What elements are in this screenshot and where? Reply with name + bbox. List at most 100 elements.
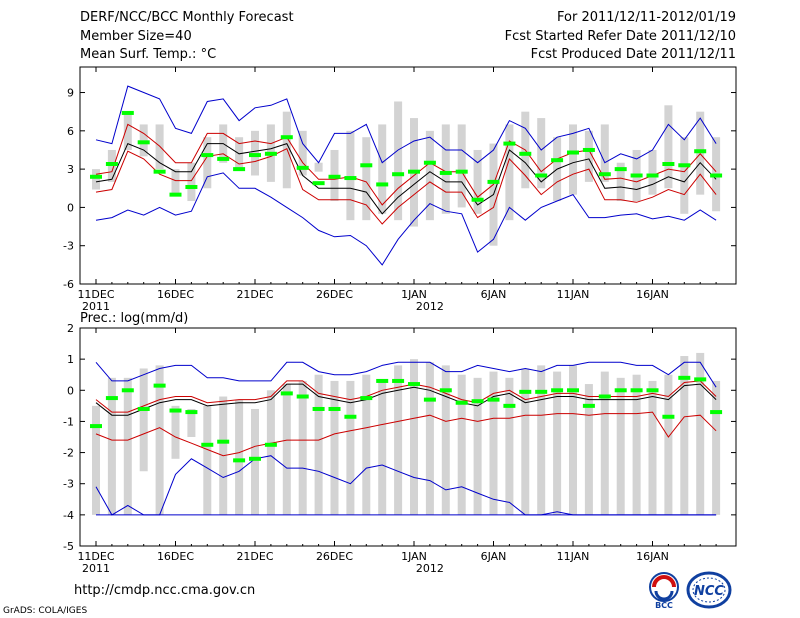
mean-marker <box>105 162 118 167</box>
precipitation-panel-title: Prec.: log(mm/d) <box>80 311 188 326</box>
mean-marker <box>662 162 675 167</box>
bcc-logo-text: BCC <box>655 601 673 610</box>
mean-marker <box>376 182 389 187</box>
mean-marker <box>487 397 500 402</box>
spread-box <box>696 352 705 515</box>
x-tick-label: 11DEC <box>77 550 114 563</box>
spread-box <box>123 111 132 150</box>
plot-frame <box>79 327 737 547</box>
ncc-logo: NCC <box>686 571 732 609</box>
spread-box <box>553 371 562 515</box>
mean-marker <box>153 383 166 388</box>
mean-marker <box>439 170 452 175</box>
mean-marker <box>392 378 405 383</box>
spread-box <box>235 399 244 515</box>
mean-marker <box>392 172 405 177</box>
x-tick-label: 26DEC <box>316 288 353 301</box>
mean-marker <box>551 388 564 393</box>
chart-title: DERF/NCC/BCC Monthly Forecast <box>80 10 294 25</box>
x-year-label: 2011 <box>82 300 110 313</box>
mean-marker <box>678 163 691 168</box>
spread-box <box>330 380 339 515</box>
min-line <box>95 172 717 266</box>
mean-marker <box>121 110 134 115</box>
max-line <box>95 361 717 388</box>
y-tick-label: -4 <box>63 509 74 522</box>
mean-marker <box>296 394 309 399</box>
bcc-logo: BCC <box>649 572 679 610</box>
spread-box <box>139 368 148 472</box>
x-year-label: 2012 <box>416 300 444 313</box>
mean-marker <box>408 169 420 174</box>
spread-box <box>521 368 530 515</box>
mean-marker <box>503 141 516 146</box>
spread-box <box>314 162 323 172</box>
spread-box <box>569 124 577 195</box>
spread-box <box>92 169 100 190</box>
x-tick-label: 11JAN <box>557 288 590 301</box>
forecast-period: For 2011/12/11-2012/01/19 <box>557 10 736 25</box>
x-tick-label: 16DEC <box>157 288 194 301</box>
median-line <box>95 383 717 416</box>
upper-quantile-line <box>95 380 717 413</box>
x-tick-label: 21DEC <box>236 288 273 301</box>
median-line <box>95 142 717 215</box>
spread-box <box>378 380 387 515</box>
mean-marker <box>598 172 611 177</box>
y-tick-label: -6 <box>63 278 74 291</box>
mean-marker <box>296 165 309 170</box>
mean-marker <box>249 456 261 461</box>
mean-marker <box>169 408 182 413</box>
mean-marker <box>344 176 357 181</box>
spread-box <box>314 374 323 515</box>
website-url[interactable]: http://cmdp.ncc.cma.gov.cn <box>74 583 256 598</box>
spread-box <box>298 380 307 515</box>
mean-marker <box>137 406 150 411</box>
mean-marker <box>137 140 150 145</box>
mean-marker <box>567 150 579 155</box>
y-tick-label: 0 <box>67 201 74 214</box>
mean-marker <box>408 382 420 387</box>
mean-marker <box>360 163 373 168</box>
mean-marker <box>90 424 102 429</box>
ncc-logo-text: NCC <box>694 584 724 599</box>
spread-box <box>489 371 498 515</box>
mean-marker <box>328 406 341 411</box>
x-tick-label: 6JAN <box>481 288 507 301</box>
spread-box <box>600 124 609 182</box>
spread-box <box>425 130 434 221</box>
spread-box <box>187 408 196 437</box>
mean-marker <box>535 173 548 178</box>
spread-box <box>441 124 450 214</box>
spread-box <box>123 377 132 515</box>
mean-marker <box>710 410 723 415</box>
y-tick-label: -5 <box>63 540 74 553</box>
y-tick-label: -2 <box>63 447 74 460</box>
spread-box <box>584 130 593 182</box>
x-tick-label: 11JAN <box>557 550 590 563</box>
spread-box <box>632 374 641 515</box>
spread-box <box>712 380 721 515</box>
spread-box <box>648 149 657 195</box>
mean-marker <box>519 151 532 156</box>
mean-marker <box>662 414 675 419</box>
spread-box <box>648 380 657 515</box>
mean-marker <box>90 174 102 179</box>
max-line <box>95 85 717 164</box>
x-tick-label: 11DEC <box>77 288 114 301</box>
mean-marker <box>535 389 548 394</box>
lower-quantile-line <box>95 411 717 457</box>
spread-box <box>505 124 514 221</box>
mean-marker <box>487 179 500 184</box>
mean-marker <box>201 153 214 158</box>
spread-box <box>569 365 577 515</box>
spread-box <box>155 365 164 515</box>
spread-box <box>266 390 275 515</box>
mean-marker <box>630 173 643 178</box>
mean-marker <box>503 403 516 408</box>
mean-marker <box>360 396 373 401</box>
mean-marker <box>169 192 182 197</box>
mean-marker <box>519 389 532 394</box>
mean-marker <box>121 388 134 393</box>
mean-marker <box>471 399 484 404</box>
